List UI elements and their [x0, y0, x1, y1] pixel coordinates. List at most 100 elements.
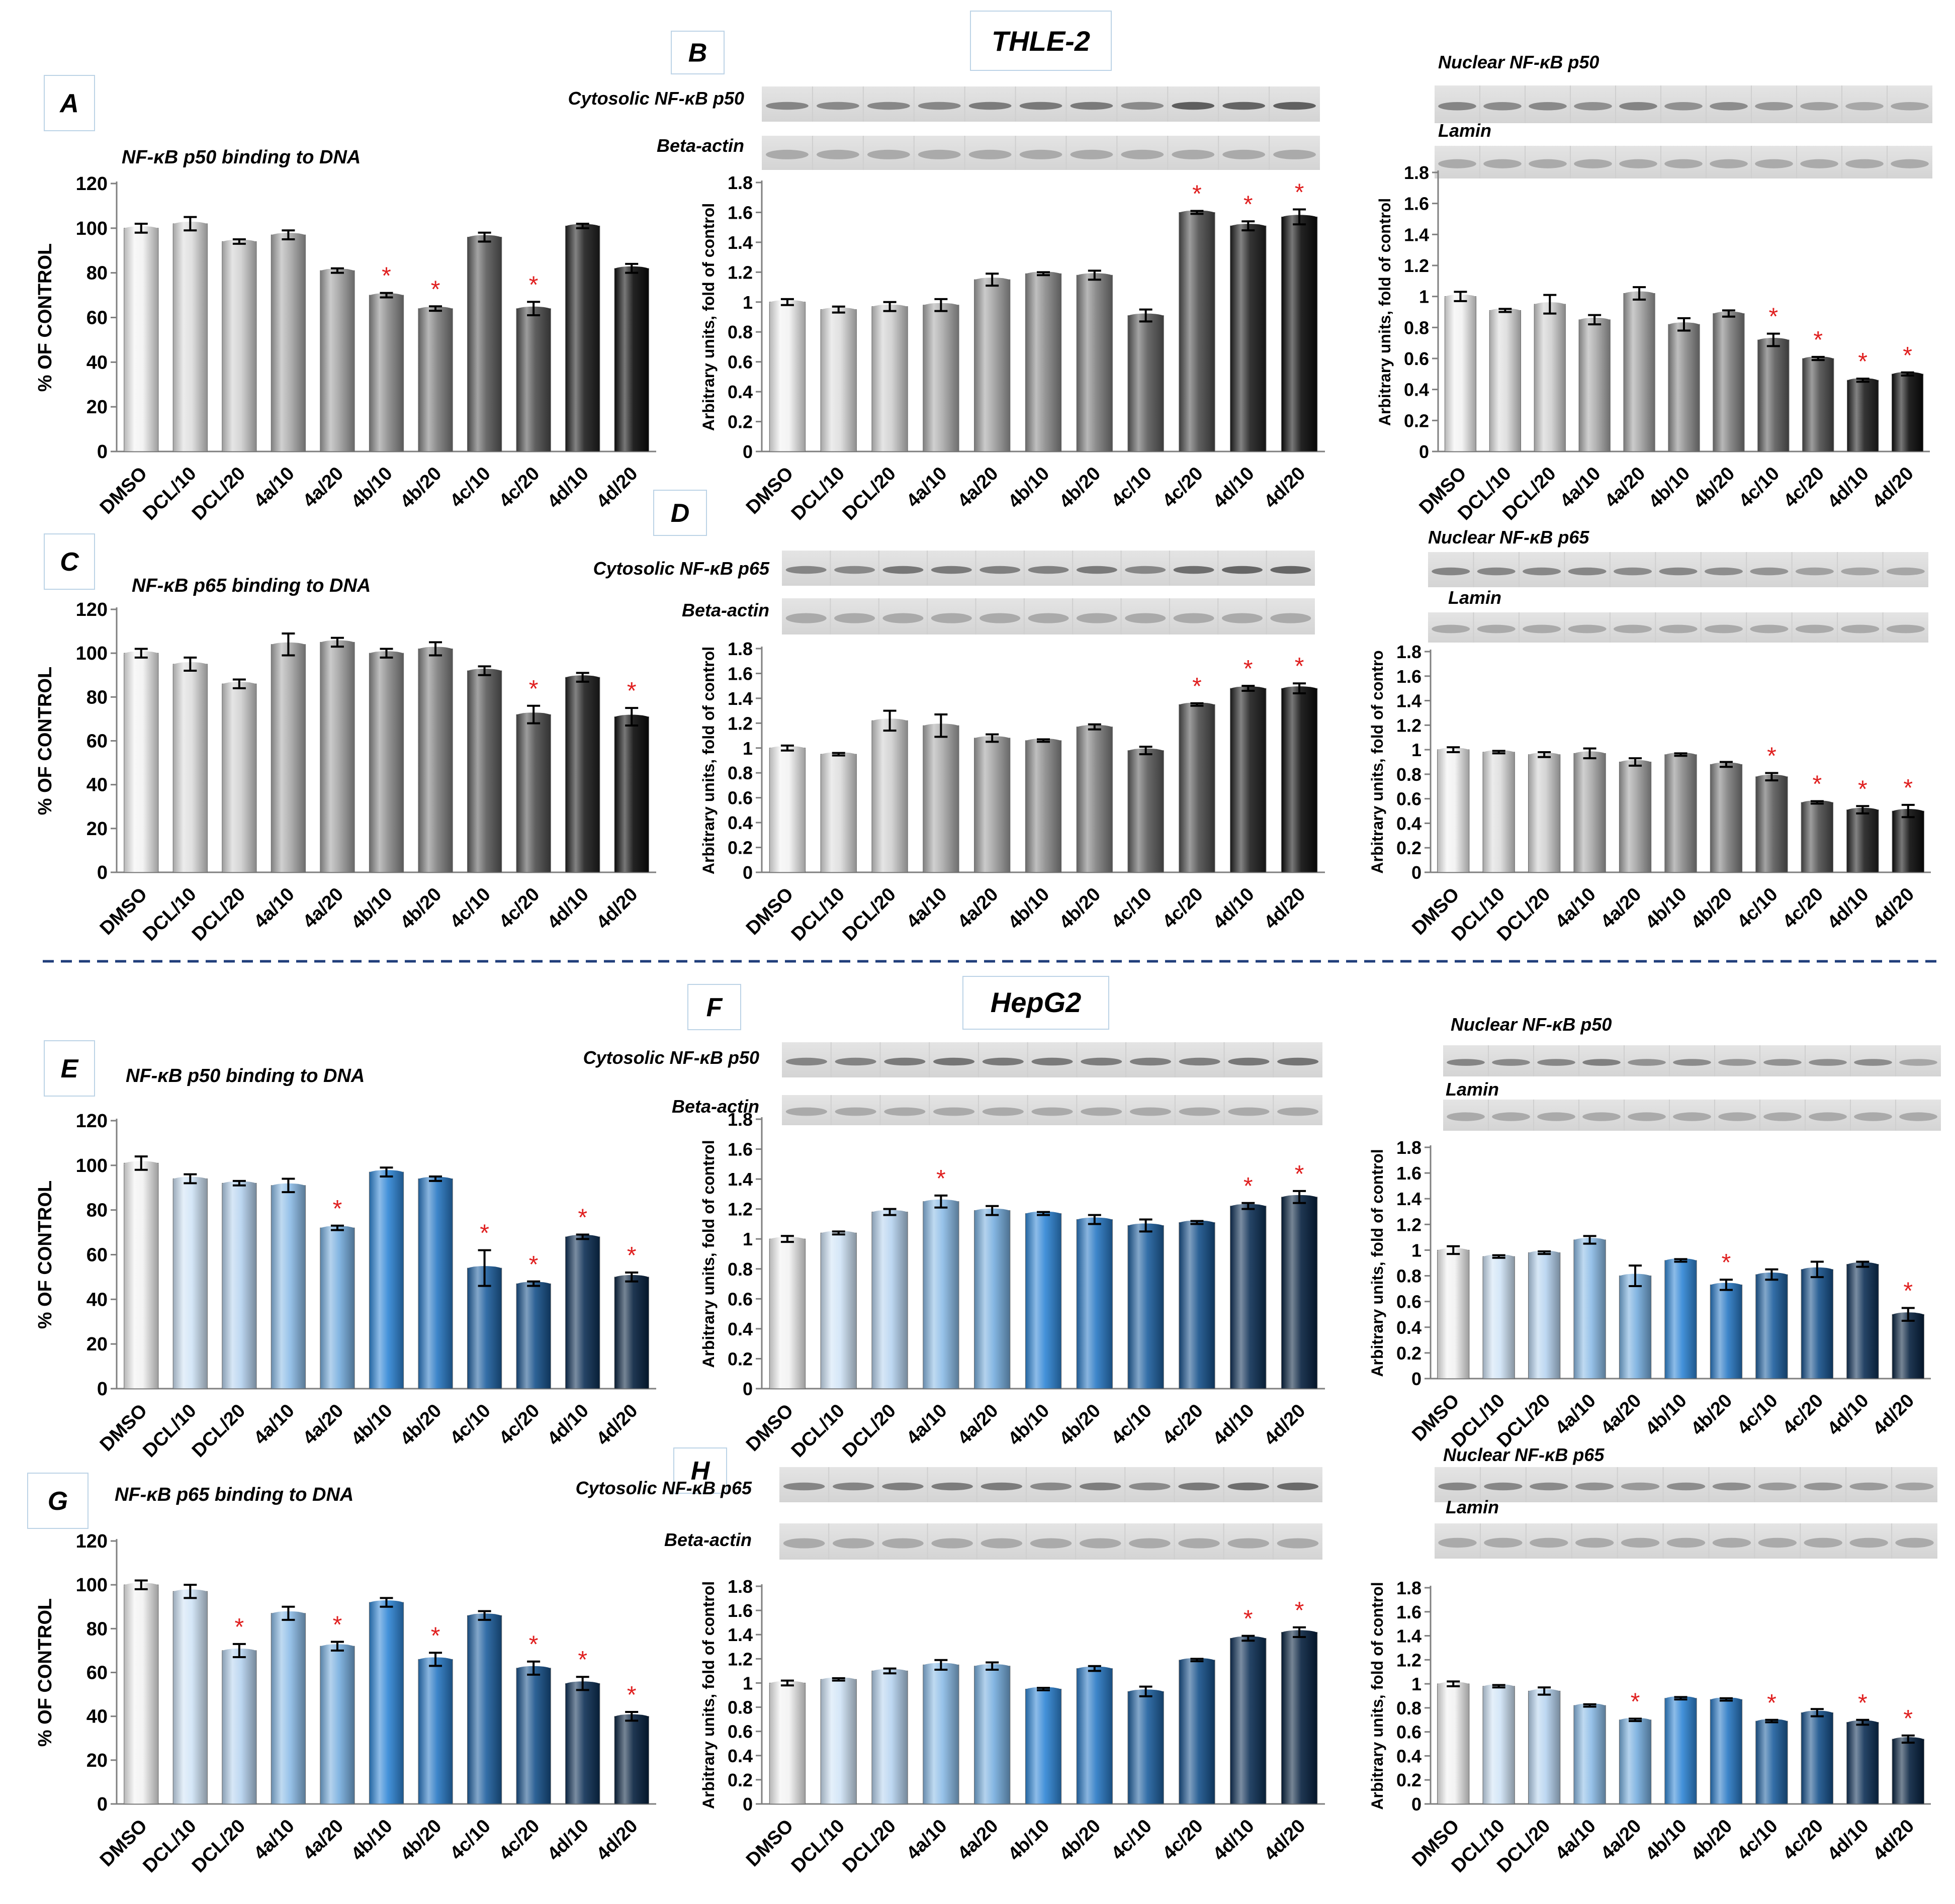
- bar: [1573, 1705, 1606, 1804]
- error-bar: [832, 305, 845, 314]
- x-tick-label: 4b/10: [347, 463, 396, 512]
- bar: [923, 725, 959, 873]
- error-bar: [883, 1208, 897, 1216]
- blot-band: [766, 102, 809, 110]
- y-tick-label: 1.8: [1396, 642, 1421, 662]
- hepg2-title: HepG2: [991, 986, 1082, 1018]
- y-tick-label: 20: [86, 1750, 108, 1771]
- x-tick-label: 4d/10: [1824, 463, 1873, 512]
- blot-strip: [782, 1095, 1322, 1125]
- blot-band: [931, 566, 972, 574]
- bar: [1127, 750, 1164, 873]
- x-tick-label: 4d/10: [1209, 1400, 1258, 1449]
- blot-band: [1666, 1482, 1706, 1491]
- bar: [1482, 752, 1515, 873]
- y-tick-label: 100: [76, 1155, 108, 1176]
- y-tick-label: 120: [76, 1111, 108, 1132]
- blot-label: Lamin: [1446, 1497, 1499, 1517]
- y-tick-label: 1.8: [728, 172, 753, 193]
- blot-label: Beta-actin: [672, 1096, 759, 1117]
- y-tick-label: 0.6: [1404, 348, 1429, 369]
- error-bar: [478, 1249, 491, 1287]
- blot-strip: [782, 1042, 1322, 1077]
- blot-band: [1619, 159, 1657, 168]
- significance-marker: *: [1858, 348, 1868, 375]
- bar: [1847, 380, 1879, 452]
- y-tick-label: 0.6: [1396, 1292, 1421, 1312]
- error-bar: [184, 656, 197, 672]
- y-tick-label: 0.4: [1396, 1317, 1421, 1338]
- error-bar: [780, 298, 794, 306]
- blot-band: [1575, 1537, 1614, 1548]
- bar: [1801, 802, 1834, 873]
- x-tick-label: 4a/20: [954, 1816, 1003, 1864]
- x-tick-label: 4a/20: [1596, 1816, 1645, 1864]
- y-tick-label: 1.4: [728, 688, 753, 709]
- bar: [516, 1283, 551, 1389]
- blot-label: Cytosolic NF-κB p65: [576, 1478, 752, 1498]
- y-tick-label: 1: [1411, 1674, 1421, 1694]
- bar: [1489, 310, 1521, 452]
- blot-band: [1575, 1482, 1614, 1491]
- blot-band: [1621, 1482, 1660, 1491]
- error-bar: [1241, 1635, 1255, 1642]
- error-bar: [1901, 371, 1914, 377]
- error-bar: [134, 1579, 148, 1590]
- bar: [565, 1683, 600, 1804]
- panel-letter-h: H: [673, 1447, 727, 1494]
- significance-marker: *: [1631, 1688, 1640, 1715]
- bar: [467, 237, 502, 452]
- error-bar: [1190, 702, 1204, 707]
- bar: [614, 1716, 649, 1804]
- panel-letter-text: B: [688, 39, 707, 68]
- bar: [614, 268, 649, 452]
- error-bar: [986, 1205, 999, 1216]
- y-axis-label: % OF CONTROL: [35, 1181, 56, 1329]
- x-tick-label: DCL/20: [839, 463, 900, 524]
- y-tick-label: 80: [86, 1618, 108, 1640]
- blot-band: [1763, 1112, 1802, 1121]
- blot-band: [1666, 1537, 1706, 1548]
- error-bar: [380, 1597, 393, 1608]
- x-tick-label: 4a/20: [954, 463, 1003, 512]
- significance-marker: *: [1295, 179, 1304, 206]
- y-tick-label: 0: [97, 862, 108, 883]
- significance-marker: *: [1295, 1161, 1304, 1188]
- y-tick-label: 20: [86, 819, 108, 840]
- error-bar: [1722, 309, 1735, 318]
- bar: [222, 1650, 257, 1804]
- x-tick-label: 4d/20: [592, 1400, 642, 1449]
- x-tick-label: 4a/10: [1551, 1390, 1600, 1439]
- x-tick-label: 4d/20: [1869, 463, 1918, 512]
- error-bar: [1588, 314, 1602, 326]
- error-bar: [934, 1659, 948, 1671]
- blot-band: [1886, 567, 1925, 576]
- panel-letter-box: [27, 1473, 88, 1529]
- bar: [923, 305, 959, 452]
- error-bar: [1583, 1235, 1596, 1245]
- blot-band: [1795, 567, 1834, 576]
- x-tick-label: 4a/10: [1551, 1816, 1600, 1864]
- error-bar: [1901, 803, 1915, 819]
- error-bar: [1810, 1708, 1824, 1717]
- y-tick-label: 1.2: [728, 713, 753, 734]
- error-bar: [380, 292, 393, 299]
- y-tick-label: 1.2: [1404, 255, 1429, 276]
- error-bar: [232, 678, 246, 689]
- bar: [467, 1267, 502, 1389]
- blot-band: [1273, 149, 1316, 159]
- blot-band: [1221, 566, 1263, 574]
- panel-letter-box: [687, 984, 741, 1030]
- bar: [124, 653, 159, 873]
- blot-band: [1755, 102, 1793, 111]
- y-tick-label: 40: [86, 1706, 108, 1728]
- y-tick-label: 1.8: [728, 1109, 753, 1130]
- significance-marker: *: [1903, 342, 1912, 369]
- blot-band: [1574, 102, 1612, 111]
- bar: [974, 1666, 1011, 1804]
- bar: [1127, 1225, 1164, 1389]
- error-bar: [282, 1605, 295, 1621]
- y-tick-label: 0.4: [728, 1319, 753, 1339]
- y-tick-label: 1.6: [1404, 194, 1429, 214]
- blot-band: [1179, 1107, 1220, 1116]
